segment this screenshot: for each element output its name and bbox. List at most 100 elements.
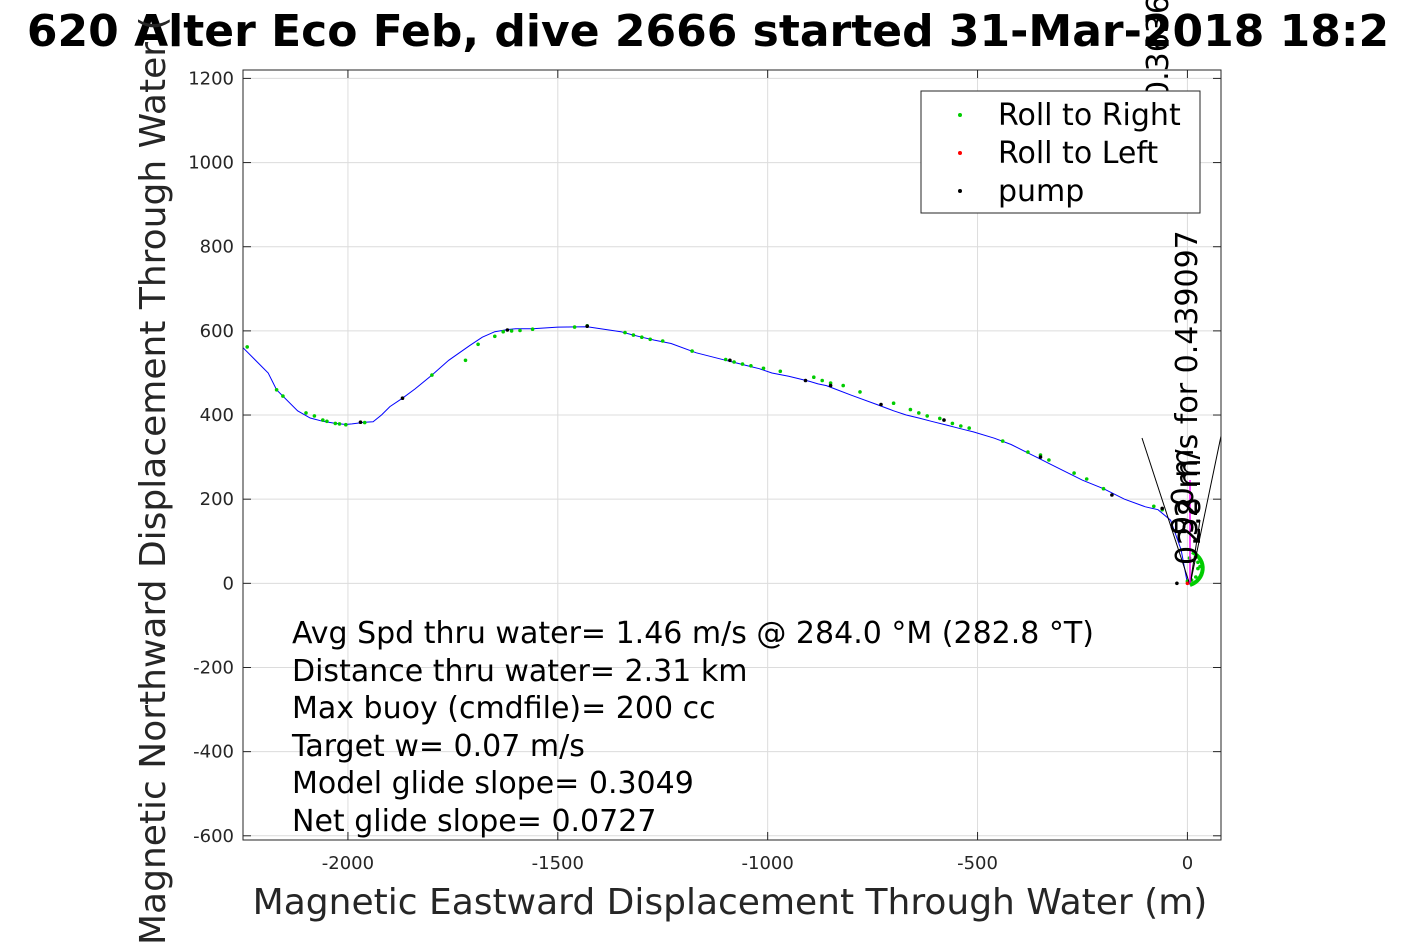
data-point-series-1 (501, 329, 506, 334)
data-point-series-1 (917, 411, 921, 415)
vector-line (1189, 435, 1222, 586)
stat-avg-speed: Avg Spd thru water= 1.46 m/s @ 284.0 °M … (292, 616, 1094, 651)
data-point-series-1 (274, 388, 279, 392)
data-point-series-1 (950, 421, 955, 426)
legend-marker-pump (958, 189, 962, 193)
data-point-series-1 (828, 381, 833, 385)
data-point-series-2 (942, 418, 946, 422)
x-tick-label: -500 (957, 853, 998, 874)
data-point-series-1 (660, 339, 665, 343)
data-point-series-1 (732, 360, 736, 364)
data-point-series-1 (640, 335, 644, 340)
legend-box (920, 90, 1201, 214)
data-point-series-1 (321, 418, 325, 422)
series-layer (242, 324, 1202, 586)
y-tick-label: 0 (223, 573, 234, 594)
y-tick-label: 1200 (188, 68, 234, 89)
y-tick-label: 800 (200, 237, 234, 258)
data-point-series-1 (1084, 477, 1089, 481)
y-tick-label: 400 (200, 405, 234, 426)
data-point-series-1 (493, 334, 497, 339)
stat-net-glide: Net glide slope= 0.0727 (292, 804, 656, 839)
x-tick-label: 0 (1182, 853, 1193, 874)
data-point-series-1 (1072, 471, 1076, 475)
legend-label-roll-left: Roll to Left (998, 136, 1158, 171)
data-point-series-1 (959, 424, 963, 428)
data-point-series-2 (400, 396, 405, 401)
data-point-series-1 (1000, 439, 1005, 443)
data-point-series-3 (1185, 581, 1190, 586)
data-point-series-1 (530, 327, 535, 332)
chart-title: 620 Alter Eco Feb, dive 2666 started 31-… (27, 6, 1389, 57)
data-point-series-1 (925, 414, 929, 418)
y-tick-label: 200 (200, 489, 234, 510)
data-point-series-1 (245, 345, 249, 349)
legend-label-pump: pump (998, 174, 1084, 209)
data-point-series-1 (648, 337, 652, 342)
data-point-series-1 (938, 416, 942, 421)
data-point-series-1 (740, 362, 745, 366)
data-point-series-2 (803, 378, 808, 383)
x-tick-label: -2000 (322, 853, 374, 874)
axes-frame (242, 69, 1222, 841)
y-tick-label: -600 (193, 826, 234, 847)
vector-label: 0.52 m/s for 0.439097 (1170, 230, 1205, 565)
data-point-series-1 (281, 394, 285, 398)
data-point-series-2 (1110, 493, 1114, 497)
surface-drift-arc (1189, 550, 1205, 587)
data-point-series-2 (585, 324, 589, 329)
data-point-series-1 (631, 333, 636, 337)
data-point-series-1 (337, 422, 342, 426)
data-point-series-1 (304, 411, 308, 415)
y-tick-label: 600 (200, 321, 234, 342)
stat-model-glide: Model glide slope= 0.3049 (292, 766, 694, 801)
data-point-series-1 (362, 420, 367, 425)
data-point-series-1 (1194, 575, 1198, 579)
legend-marker-roll-right (958, 113, 962, 117)
data-point-series-1 (333, 421, 338, 426)
stat-distance: Distance thru water= 2.31 km (292, 654, 747, 689)
data-point-series-1 (476, 342, 480, 347)
axes-border (242, 69, 1222, 841)
legend: Roll to Right Roll to Left pump (920, 90, 1201, 214)
data-point-series-2 (505, 328, 510, 332)
x-tick-label: -1500 (532, 853, 584, 874)
data-point-series-1 (820, 378, 824, 383)
data-point-series-1 (778, 369, 783, 374)
data-point-series-1 (1101, 486, 1106, 491)
data-point-series-2 (1175, 581, 1179, 586)
data-point-series-1 (812, 375, 816, 380)
vector-label: 9.0 m (1166, 449, 1201, 535)
x-tick-label: -1000 (742, 853, 794, 874)
data-point-series-1 (967, 426, 971, 430)
data-point-series-1 (841, 383, 845, 388)
data-point-series-1 (312, 414, 317, 418)
data-point-series-1 (723, 357, 728, 362)
data-point-series-2 (828, 383, 833, 388)
data-point-series-2 (358, 420, 363, 425)
legend-marker-roll-left (958, 151, 962, 155)
current-vectors: 0.52 m/s for 0.439097 9.0 m 0.36362955 2… (1141, 0, 1222, 587)
data-point-series-1 (509, 329, 514, 333)
data-point-series-1 (761, 366, 766, 371)
data-point-series-1 (908, 407, 913, 412)
y-tick-label: 1000 (188, 153, 234, 174)
data-point-series-2 (1160, 506, 1164, 511)
y-tick-label: -200 (193, 657, 234, 678)
vector-label: 2.8 m (1173, 459, 1208, 545)
data-point-series-1 (858, 390, 862, 394)
data-point-series-1 (749, 364, 753, 368)
data-point-series-1 (1047, 458, 1051, 462)
data-point-series-1 (623, 330, 627, 335)
data-point-series-1 (891, 401, 896, 406)
data-point-series-2 (728, 358, 732, 363)
x-axis-label: Magnetic Eastward Displacement Through W… (253, 882, 1208, 923)
axis-ticks: -2000 -1500 -1000 -500 012001000800600400200… (188, 68, 1221, 874)
data-point-series-1 (325, 419, 329, 424)
data-point-series-1 (572, 325, 577, 329)
data-point-series-2 (879, 402, 883, 407)
stat-target-w: Target w= 0.07 m/s (291, 729, 585, 764)
y-tick-label: -400 (193, 742, 234, 763)
data-point-series-1 (518, 328, 522, 333)
